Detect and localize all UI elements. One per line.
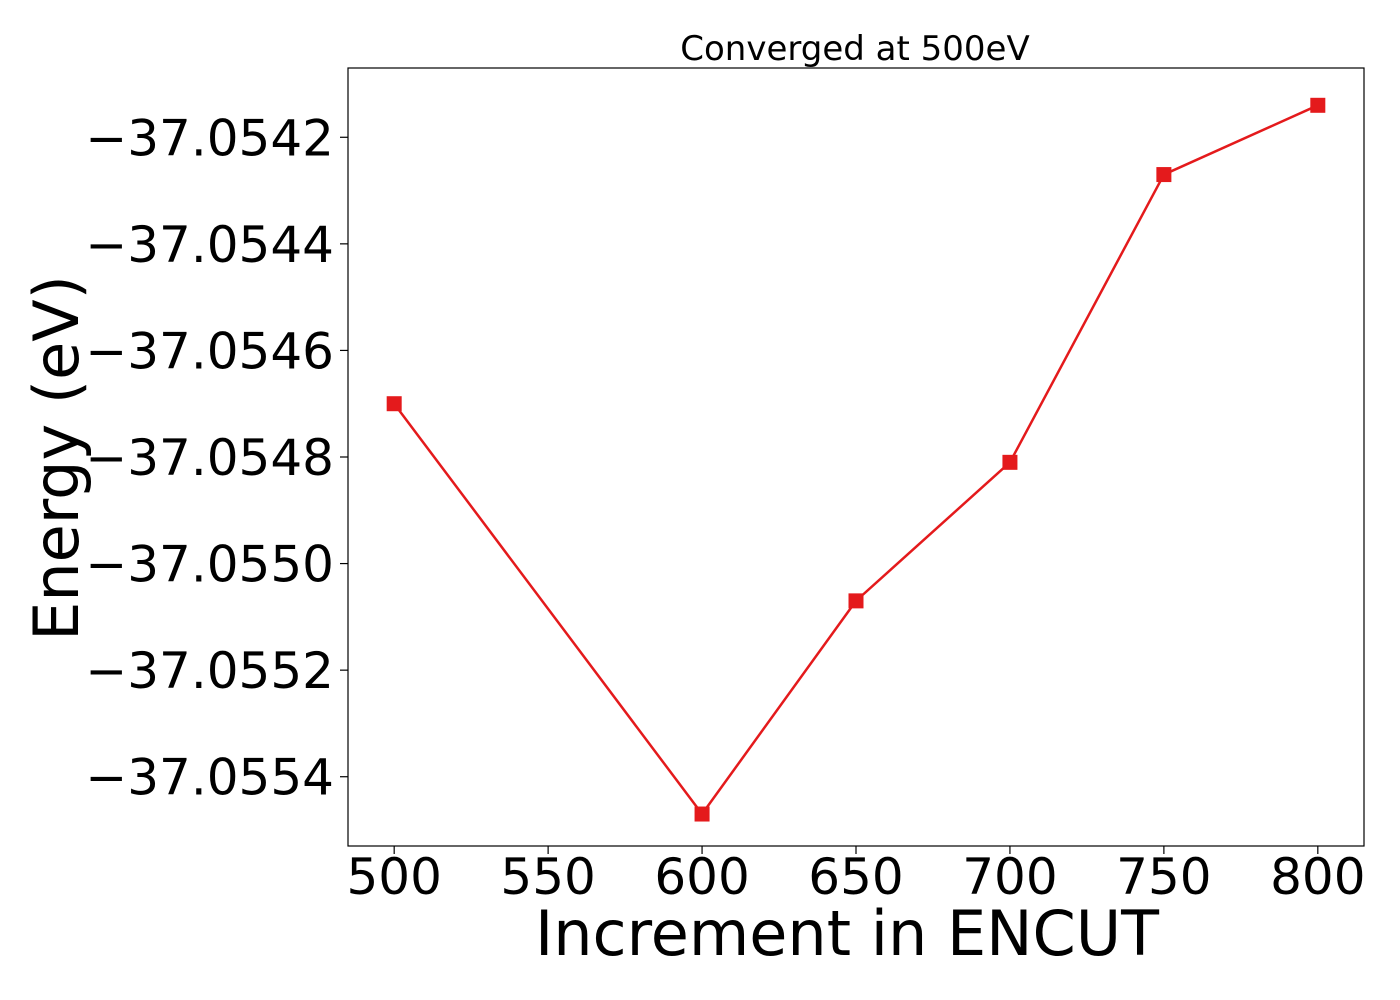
y-tick-label: −37.0548: [85, 429, 334, 487]
data-point-marker: [848, 593, 864, 609]
data-point-marker: [694, 806, 710, 822]
y-tick-label: −37.0546: [85, 322, 334, 380]
data-point-marker: [1002, 454, 1018, 470]
y-tick-label: −37.0550: [85, 536, 334, 594]
series-line: [393, 104, 1319, 816]
y-tick-label: −37.0554: [85, 749, 334, 807]
y-tick-label: −37.0544: [85, 216, 334, 274]
x-axis: 500 550 600 650 700 750 800: [346, 846, 1366, 906]
x-tick-label: 550: [500, 848, 595, 906]
data-point-marker: [1156, 167, 1172, 183]
data-point-marker: [386, 396, 402, 412]
x-tick-label: 700: [962, 848, 1057, 906]
x-tick-label: 600: [654, 848, 749, 906]
x-axis-label: Increment in ENCUT: [535, 897, 1160, 970]
y-axis: −37.0542 −37.0544 −37.0546 −37.0548 −37.0550…: [85, 109, 348, 807]
x-tick-label: 650: [808, 848, 903, 906]
y-tick-label: −37.0552: [85, 642, 334, 700]
y-tick-label: −37.0542: [85, 109, 334, 167]
x-tick-label: 800: [1270, 848, 1365, 906]
chart-title: Converged at 500eV: [680, 29, 1029, 69]
y-axis-label: Energy (eV): [20, 275, 93, 641]
x-tick-label: 750: [1116, 848, 1211, 906]
x-tick-label: 500: [346, 848, 441, 906]
data-point-marker: [1310, 97, 1326, 113]
